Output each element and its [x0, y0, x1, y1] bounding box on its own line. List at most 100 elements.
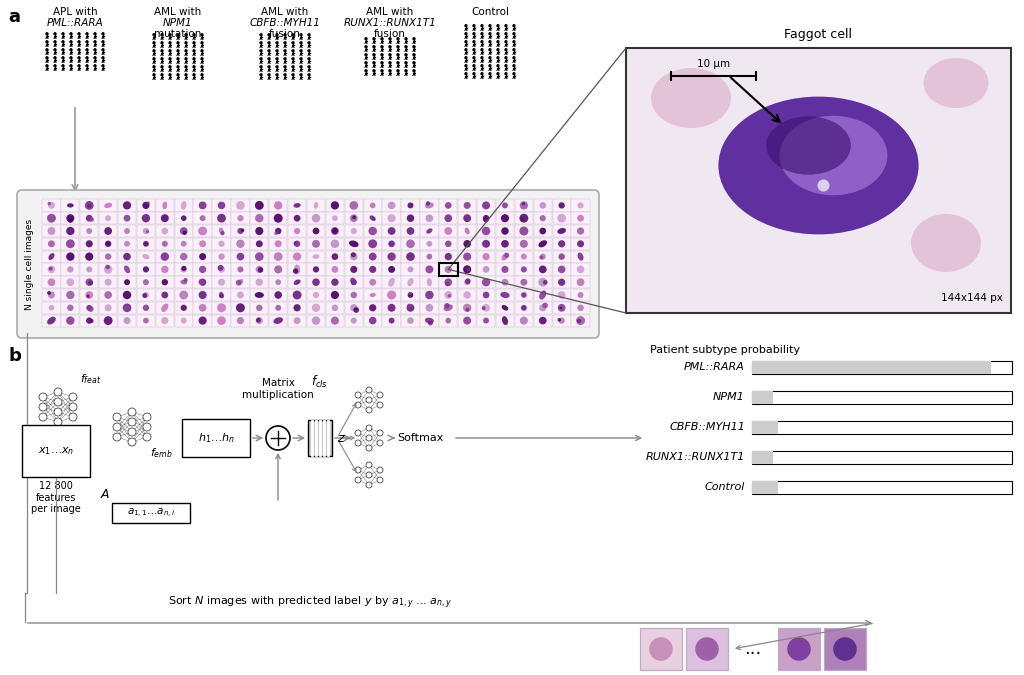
Bar [194, 302, 212, 314]
Bar [174, 289, 193, 301]
Circle shape [70, 57, 72, 59]
Circle shape [273, 252, 283, 261]
Bar [42, 199, 60, 211]
Bar [496, 302, 514, 314]
Bar [534, 225, 552, 237]
Bar [156, 225, 174, 237]
Circle shape [366, 435, 372, 441]
Bar [382, 225, 400, 237]
Circle shape [268, 34, 270, 36]
Circle shape [199, 304, 207, 312]
Bar [42, 263, 60, 275]
Circle shape [543, 280, 548, 285]
Ellipse shape [181, 201, 186, 210]
Bar [345, 263, 362, 275]
Bar [626, 48, 1011, 313]
Circle shape [366, 472, 372, 478]
Bar [345, 225, 362, 237]
Circle shape [39, 413, 47, 421]
Circle shape [497, 73, 499, 75]
Bar [752, 481, 778, 493]
Circle shape [193, 42, 195, 44]
Circle shape [473, 40, 475, 43]
Bar [553, 276, 570, 288]
Circle shape [444, 227, 453, 235]
Bar [345, 315, 362, 327]
Ellipse shape [465, 227, 470, 234]
Circle shape [465, 278, 471, 284]
Circle shape [201, 58, 203, 60]
Circle shape [481, 40, 483, 43]
Circle shape [185, 42, 187, 44]
Bar [496, 289, 514, 301]
Bar [420, 212, 438, 224]
Ellipse shape [651, 68, 731, 128]
Circle shape [128, 408, 136, 416]
Ellipse shape [273, 317, 283, 324]
Circle shape [68, 304, 74, 311]
Ellipse shape [539, 290, 547, 300]
Circle shape [428, 321, 433, 325]
Circle shape [445, 282, 450, 286]
Bar [137, 212, 155, 224]
Circle shape [520, 217, 524, 221]
Bar [439, 250, 458, 263]
Circle shape [377, 392, 383, 398]
Circle shape [260, 50, 262, 52]
Ellipse shape [425, 318, 434, 323]
Circle shape [501, 214, 509, 222]
Circle shape [369, 317, 377, 325]
Circle shape [482, 240, 490, 248]
Circle shape [482, 266, 489, 273]
Circle shape [540, 227, 546, 234]
Circle shape [258, 267, 263, 273]
Circle shape [69, 393, 77, 401]
Circle shape [146, 201, 150, 205]
Circle shape [351, 252, 356, 257]
Bar [345, 250, 362, 263]
Bar [137, 199, 155, 211]
Bar [250, 263, 268, 275]
Circle shape [123, 291, 131, 299]
Ellipse shape [294, 279, 301, 285]
Circle shape [355, 392, 361, 398]
Bar [477, 289, 496, 301]
Circle shape [47, 291, 51, 295]
Circle shape [185, 50, 187, 52]
Circle shape [94, 40, 96, 43]
Circle shape [695, 637, 719, 661]
Circle shape [558, 240, 565, 248]
Bar [752, 391, 1012, 404]
Circle shape [463, 317, 471, 325]
Circle shape [275, 227, 282, 234]
Bar [458, 225, 476, 237]
Circle shape [389, 70, 391, 72]
Circle shape [274, 201, 283, 210]
Circle shape [104, 304, 112, 311]
Bar [420, 302, 438, 314]
Bar [553, 302, 570, 314]
Ellipse shape [557, 228, 566, 234]
Circle shape [578, 202, 584, 209]
Circle shape [332, 253, 338, 260]
Circle shape [153, 74, 155, 76]
Circle shape [255, 227, 263, 235]
Bar [269, 199, 288, 211]
Circle shape [578, 319, 582, 323]
Circle shape [513, 65, 515, 67]
Bar [61, 276, 80, 288]
Ellipse shape [779, 115, 888, 195]
Circle shape [365, 38, 367, 40]
Circle shape [381, 46, 383, 48]
Circle shape [464, 291, 471, 299]
Bar [326, 212, 344, 224]
Circle shape [181, 215, 186, 221]
Circle shape [369, 266, 376, 273]
Bar [420, 225, 438, 237]
Bar [156, 315, 174, 327]
Circle shape [444, 291, 453, 299]
Circle shape [497, 49, 499, 51]
Circle shape [85, 252, 93, 261]
Bar [231, 199, 250, 211]
Bar [156, 276, 174, 288]
